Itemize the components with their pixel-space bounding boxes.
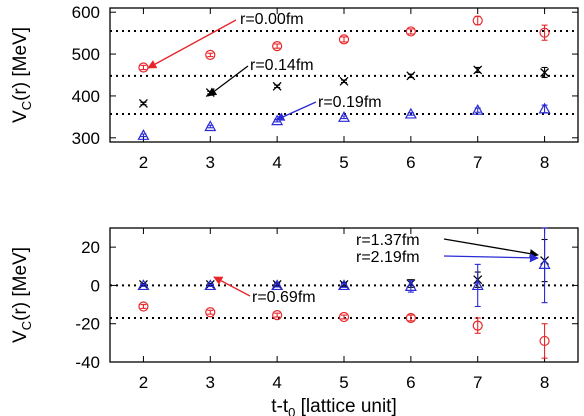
series-circle <box>138 301 550 359</box>
annotation-r219: r=2.19fm <box>356 249 420 266</box>
bottom-panel: 2 3 4 5 6 7 8 20 0 -20 -40 VC(r) [MeV] t-t0 [lattice… <box>10 227 579 416</box>
y-tick-label: 0 <box>91 276 100 295</box>
data-point-circle <box>138 301 149 312</box>
data-point-cross <box>138 99 148 108</box>
annotation-r000: r=0.00fm <box>240 11 304 28</box>
data-point-cross <box>540 68 550 77</box>
annotation-r014: r=0.14fm <box>250 57 314 74</box>
plot-frame <box>109 227 579 363</box>
y-axis-title: VC(r) [MeV] <box>10 27 34 123</box>
data-point-circle <box>472 320 483 331</box>
data-point-triangle <box>471 103 484 115</box>
data-point-circle <box>539 335 550 347</box>
x-tick-label: 2 <box>139 373 148 392</box>
annotation-arrow-r069 <box>213 276 251 297</box>
x-tick-label: 5 <box>339 153 348 172</box>
y-tick-label: -40 <box>75 353 100 372</box>
x-axis-title: t-t0 [lattice unit] <box>271 396 397 416</box>
x-tick-label: 4 <box>272 153 281 172</box>
x-tick-label: 3 <box>206 373 215 392</box>
x-tick-label: 7 <box>473 153 482 172</box>
data-point-circle <box>405 312 416 324</box>
data-point-triangle <box>471 279 484 291</box>
data-point-triangle <box>538 258 551 269</box>
series-cross <box>138 65 550 108</box>
data-point-circle <box>205 307 216 318</box>
data-point-circle <box>272 41 283 52</box>
data-point-circle <box>205 49 216 61</box>
x-tick-label: 7 <box>473 373 482 392</box>
data-point-circle <box>405 26 416 37</box>
data-point-triangle <box>204 120 217 132</box>
data-point-cross <box>272 81 282 91</box>
annotation-r069: r=0.69fm <box>252 289 316 306</box>
data-point-triangle <box>337 111 351 122</box>
y-tick-label: 400 <box>72 87 100 106</box>
x-tick-label: 8 <box>540 153 549 172</box>
annotation-arrow-r137 <box>443 238 539 259</box>
data-point-circle <box>539 27 550 38</box>
annotation-arrow-r000 <box>147 19 237 69</box>
y-axis-title: VC(r) [MeV] <box>10 247 34 343</box>
data-point-circle <box>272 310 283 321</box>
annotation-arrow-r014 <box>207 65 249 97</box>
y-tick-label: 500 <box>72 45 100 64</box>
data-point-cross <box>339 76 349 86</box>
data-point-triangle <box>404 107 417 119</box>
series-circle <box>138 15 550 73</box>
data-point-circle <box>338 34 350 45</box>
y-tick-label: 600 <box>72 3 100 22</box>
top-panel: 2 3 4 5 6 7 8 300 400 500 600 VC(r) [MeV] <box>10 3 579 172</box>
x-tick-label: 8 <box>540 373 549 392</box>
annotation-arrow-r219 <box>443 253 539 263</box>
y-tick-label: -20 <box>75 315 100 334</box>
data-point-triangle <box>271 279 284 291</box>
y-tick-label: 300 <box>72 129 100 148</box>
x-tick-label: 6 <box>406 153 415 172</box>
x-tick-label: 3 <box>206 153 215 172</box>
y-tick-label: 20 <box>81 238 100 257</box>
x-tick-label: 4 <box>272 373 281 392</box>
data-point-triangle <box>137 129 150 140</box>
x-tick-label: 6 <box>406 373 415 392</box>
data-point-triangle <box>404 280 417 291</box>
x-tick-label: 2 <box>139 153 148 172</box>
data-point-circle <box>472 15 483 26</box>
data-point-triangle <box>337 279 351 291</box>
data-point-circle <box>338 311 350 323</box>
data-point-cross <box>473 65 483 75</box>
annotation-r137: r=1.37fm <box>356 232 420 249</box>
annotation-arrow-r019 <box>275 101 317 121</box>
series-triangle <box>137 227 551 308</box>
annotation-r019: r=0.19fm <box>318 94 382 111</box>
data-point-triangle <box>137 279 150 291</box>
data-point-cross <box>406 71 416 81</box>
data-point-triangle <box>538 102 551 114</box>
x-tick-label: 5 <box>339 373 348 392</box>
data-point-triangle <box>204 279 217 291</box>
